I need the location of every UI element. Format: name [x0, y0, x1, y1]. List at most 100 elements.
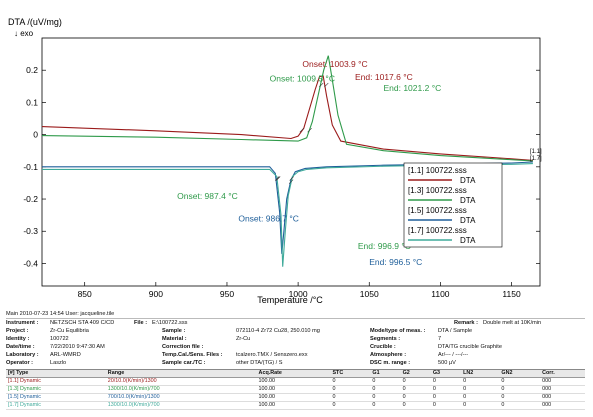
mode-value: DTA / Sample	[438, 328, 473, 334]
series-line-3	[42, 161, 533, 254]
datetime-key: Date/time :	[6, 344, 35, 350]
table-cell: [1.1] Dynamic	[6, 377, 106, 386]
table-cell: 0	[400, 377, 431, 386]
dsc-range-value: 500 µV	[438, 360, 456, 366]
tempcal-key: Temp.Cal./Sens. Files :	[162, 352, 223, 358]
table-header-cell: Acq.Rate	[256, 370, 331, 378]
laboratory-value: ARL-WMRD	[50, 352, 81, 358]
annotation-marker	[324, 82, 329, 88]
table-cell: 0	[461, 377, 500, 386]
table-cell: 000	[540, 393, 585, 402]
table-cell: 000	[540, 377, 585, 386]
project-value: Zr-Cu Equilibria	[50, 328, 89, 334]
annotation-marker	[299, 127, 305, 133]
table-cell: 100.00	[256, 377, 331, 386]
identity-value: 100722	[50, 336, 69, 342]
table-cell: 100.00	[256, 393, 331, 402]
laboratory-key: Laboratory :	[6, 352, 39, 358]
annotation-marker	[318, 82, 324, 88]
y-axis-label: DTA /(uV/mg)	[8, 17, 62, 27]
table-cell: 0	[430, 377, 462, 386]
mode-key: Mode/type of meas. :	[370, 328, 426, 334]
table-cell: [1.7] Dynamic	[6, 401, 106, 410]
legend-name: [1.7] 100722.sss	[408, 226, 467, 235]
annotation-label: End: 1017.6 °C	[355, 72, 413, 82]
table-cell: 0	[461, 393, 500, 402]
end-label-1-7: [1.7]	[530, 156, 542, 162]
table-header: [#] Type Range Acq.Rate STC G1 G2 G3 LN2 GN2 Corr…	[6, 370, 585, 378]
atmosphere-value: Ar/--- / ---/---	[438, 352, 469, 358]
legend-sub: DTA	[460, 236, 476, 245]
table-cell: 100.00	[256, 401, 331, 410]
table-cell: 0	[461, 401, 500, 410]
legend-name: [1.1] 100722.sss	[408, 166, 467, 175]
table-header-cell: GN2	[499, 370, 541, 378]
legend-sub: DTA	[460, 216, 476, 225]
end-label-1-1: [1.1]	[530, 149, 542, 155]
x-tick-label: 900	[149, 289, 163, 299]
atmosphere-key: Atmosphere :	[370, 352, 407, 358]
annotation-label: Onset: 1003.9 °C	[302, 59, 367, 69]
x-tick-label: 1050	[360, 289, 379, 299]
y-tick-label: 0.1	[26, 97, 38, 107]
series-line-4	[42, 163, 533, 267]
table-cell: 0	[400, 401, 431, 410]
table-cell: 000	[540, 401, 585, 410]
remark-value: Double melt at 10K/min	[483, 320, 542, 326]
table-cell: 1300/10.0(K/min)/700	[105, 401, 257, 410]
y-ticks: 0.2 0.1 0 -0.1 -0.2 -0.3 -0.4	[23, 65, 540, 268]
table-cell: 000	[540, 385, 585, 394]
series-group	[41, 55, 533, 267]
plot-frame	[41, 37, 541, 287]
identity-key: Identity :	[6, 336, 30, 342]
segments-value: 7	[438, 336, 442, 342]
table-cell: 0	[430, 393, 462, 402]
table-cell: 0	[400, 393, 431, 402]
legend-name: [1.5] 100722.sss	[408, 206, 467, 215]
x-tick-label: 950	[220, 289, 234, 299]
table-cell: 0	[370, 377, 401, 386]
annotation-label: End: 996.5 °C	[369, 257, 422, 267]
datetime-value: 7/22/2010 9:47:30 AM	[50, 344, 105, 350]
sample-key: Sample :	[162, 328, 186, 334]
file-key: File :	[134, 320, 148, 326]
y-tick-label: -0.2	[23, 194, 38, 204]
y-tick-label: -0.4	[23, 258, 38, 268]
x-tick-label: 1000	[289, 289, 308, 299]
operator-key: Operator :	[6, 360, 34, 366]
material-value: Zr-Cu	[236, 336, 251, 342]
dta-chart: DTA /(uV/mg) ↓ exo 0.2 0.1 0 -0.1 -0.2 -0.3 -0…	[8, 17, 542, 305]
crucible-key: Crucible :	[370, 344, 396, 350]
annotation-marker	[274, 176, 280, 181]
table-cell: 1300/10.0(K/min)/700	[105, 385, 257, 394]
instrument-key: Instrument :	[6, 320, 39, 326]
material-key: Material :	[162, 336, 187, 342]
tempcal-value: tcalzero.TMX / Senszero.exx	[236, 352, 308, 358]
table-body: [1.1] Dynamic 20/10.0(K/min)/1300 100.00 0 0…	[6, 377, 585, 410]
sample-value: 072110-4 Zr72 Cu28, 250.010 mg	[236, 328, 320, 334]
y-tick-label: -0.3	[23, 226, 38, 236]
annotation-marker	[275, 176, 281, 181]
y-tick-label: 0	[33, 130, 38, 140]
x-tick-label: 850	[78, 289, 92, 299]
meta-grid: Instrument : NETZSCH STA 409 C/CD File :…	[6, 319, 585, 370]
table-cell: 0	[330, 393, 371, 402]
table-cell: 0	[330, 385, 371, 394]
operator-value: Laszlo	[50, 360, 67, 366]
annotations: Onset: 1003.9 °C Onset: 1009.5 °C End: 101…	[177, 59, 441, 267]
measurement-info: Main 2010-07-23 14:54 User: jacqueline.t…	[6, 311, 585, 410]
segments-key: Segments :	[370, 336, 401, 342]
table-cell: 0	[499, 393, 541, 402]
correction-key: Correction file :	[162, 344, 204, 350]
table-header-cell: STC	[330, 370, 371, 378]
file-value: E:\100722.sss	[152, 320, 188, 326]
annotation-label: Onset: 1009.5 °C	[270, 73, 335, 83]
table-cell: 0	[499, 377, 541, 386]
table-cell: 100.00	[256, 385, 331, 394]
y-tick-label: -0.1	[23, 162, 38, 172]
table-cell: 0	[430, 401, 462, 410]
table-cell: 0	[370, 401, 401, 410]
table-header-cell: Range	[105, 370, 257, 378]
table-header-cell: LN2	[461, 370, 500, 378]
table-row: [1.3] Dynamic 1300/10.0(K/min)/700 100.00 0…	[6, 385, 585, 394]
